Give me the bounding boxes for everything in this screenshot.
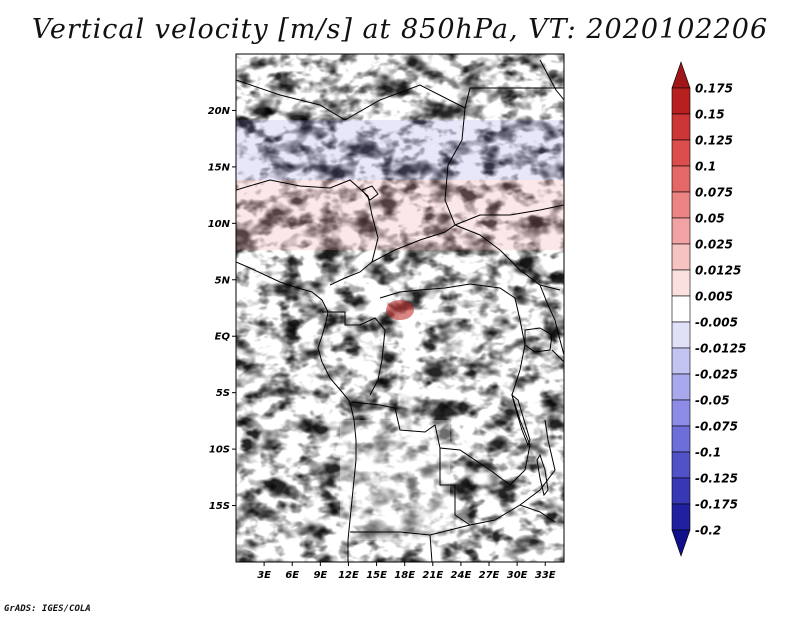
colorbar-swatch (671, 269, 691, 297)
border-sudan-south (454, 204, 564, 226)
sahel-descent (236, 120, 564, 180)
colorbar-label: 0.1 (695, 160, 716, 174)
colorbar-label: -0.2 (695, 524, 721, 538)
colorbar-label: 0.0125 (695, 264, 741, 278)
political-borders (236, 59, 564, 562)
colorbar-swatch (671, 165, 691, 193)
colorbar-swatch (671, 451, 691, 479)
colorbar-swatch (671, 373, 691, 401)
colorbar-label: -0.05 (695, 394, 730, 408)
lon-label: 33E (535, 570, 556, 581)
lon-label: 15E (366, 570, 387, 581)
lat-label: 15S (209, 501, 230, 512)
lon-label: 24E (451, 570, 472, 581)
latitude-labels: 20N 15N 10N 5N EQ 5S 10S 15S (208, 106, 236, 512)
colorbar-label: 0.125 (695, 134, 733, 148)
map-panel (236, 54, 564, 562)
map-frame (235, 53, 565, 563)
software-credit: GrADS: IGES/COLA (4, 604, 91, 614)
lake-tanganyika (511, 393, 531, 447)
lon-label: 27E (479, 570, 500, 581)
colorbar-swatch (671, 113, 691, 141)
colorbar-swatch (671, 347, 691, 375)
colorbar-label: -0.1 (695, 446, 721, 460)
coastline-west-africa (236, 261, 357, 562)
border-libya-algeria (236, 79, 346, 121)
colorbar-swatch (671, 503, 691, 531)
colorbar-label: -0.125 (695, 472, 738, 486)
colorbar-label: -0.175 (695, 498, 738, 512)
lat-label: EQ (215, 332, 231, 343)
lat-label: 10N (208, 219, 231, 230)
colorbar-label: 0.005 (695, 290, 733, 304)
colorbar-label: -0.025 (695, 368, 738, 382)
lon-label: 18E (394, 570, 415, 581)
border-car-drc (379, 283, 516, 299)
red-sea-coast (539, 59, 564, 101)
border-botswana (429, 534, 433, 562)
colorbar-label: 0.025 (695, 238, 733, 252)
border-angola-drc (351, 401, 511, 486)
border-angola-zambia (439, 448, 471, 526)
lon-label: 12E (338, 570, 359, 581)
colorbar-label: -0.075 (695, 420, 738, 434)
lon-label: 6E (285, 570, 299, 581)
southern-pale-zone (340, 420, 450, 540)
lat-label: 5N (215, 275, 231, 286)
colorbar-label: 0.15 (695, 108, 725, 122)
lon-label: 3E (257, 570, 271, 581)
border-egypt-sudan (464, 87, 564, 109)
border-chad-car (371, 224, 501, 263)
lon-label: 21E (422, 570, 443, 581)
lat-label: 5S (216, 388, 230, 399)
lat-label: 10S (209, 445, 230, 456)
longitude-labels: 3E 6E 9E 12E 15E 18E 21E 24E 27E 30E 33E (257, 562, 556, 581)
colorbar-swatch (671, 243, 691, 271)
colorbar-label: 0.075 (695, 186, 733, 200)
colorbar-swatch (671, 139, 691, 167)
congo-convection (386, 300, 414, 320)
lake-victoria (524, 327, 553, 353)
border-niger-south (236, 179, 369, 197)
colorbar-label: 0.175 (695, 82, 733, 96)
lat-label: 15N (208, 162, 231, 173)
lon-label: 9E (313, 570, 327, 581)
itcz-band (236, 180, 564, 250)
border-uganda-kenya (539, 284, 564, 356)
colorbar-swatch (671, 61, 691, 89)
colorbar-label: 0.05 (695, 212, 725, 226)
colorbar-swatch (671, 399, 691, 427)
colorbar-swatch (671, 477, 691, 505)
colorbar-swatch (671, 321, 691, 349)
colorbar-label: -0.0125 (695, 342, 746, 356)
border-south-sudan (499, 249, 561, 291)
colorbar-swatch (671, 217, 691, 245)
colorbar-swatch (671, 529, 691, 557)
chart-title: Vertical velocity [m/s] at 850hPa, VT: 2… (31, 14, 769, 45)
colorbar-swatch (671, 191, 691, 219)
colorbar-swatch (671, 425, 691, 453)
border-sudan-west (444, 107, 466, 226)
colorbar-swatch (671, 295, 691, 323)
colorbar: 0.175 0.15 0.125 0.1 0.075 0.05 0.025 0.0125 0.0… (671, 61, 746, 557)
lon-label: 30E (507, 570, 528, 581)
lat-label: 20N (208, 106, 231, 117)
border-kenya-tanzania (551, 349, 564, 363)
lake-malawi (536, 453, 549, 497)
border-libya-chad (344, 84, 466, 121)
border-congo-gabon (322, 311, 386, 396)
lake-chad (361, 185, 379, 201)
border-mozambique (519, 419, 556, 506)
colorbar-label: -0.005 (695, 316, 738, 330)
colorbar-swatch (671, 87, 691, 115)
